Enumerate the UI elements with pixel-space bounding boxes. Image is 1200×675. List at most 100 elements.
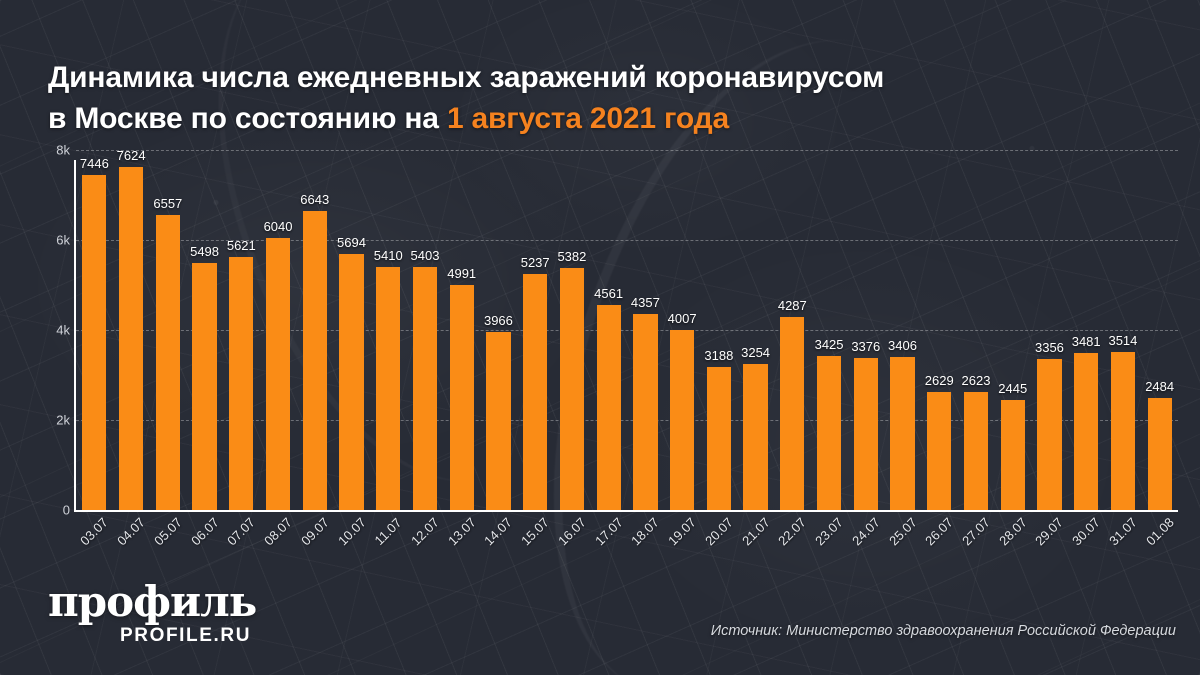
bar[interactable]: 6040 bbox=[264, 219, 292, 510]
bar[interactable]: 3254 bbox=[741, 345, 770, 510]
logo-wordmark: профиль bbox=[48, 577, 257, 626]
bar-slot: 4561 bbox=[590, 150, 627, 510]
bar[interactable]: 2623 bbox=[962, 373, 990, 510]
bar[interactable]: 2629 bbox=[925, 373, 954, 510]
x-tick-slot: 31.07 bbox=[1105, 515, 1142, 576]
bar[interactable]: 2445 bbox=[998, 381, 1027, 510]
x-tick-slot: 19.07 bbox=[664, 514, 701, 576]
x-axis-tick-labels: 03.07 04.07 05.07 06.07 07.07 08.07 09.07 10.07… bbox=[76, 514, 1178, 576]
bar-value-label: 4287 bbox=[777, 298, 807, 314]
bar[interactable]: 3406 bbox=[888, 338, 917, 510]
bar-value-label: 2484 bbox=[1145, 379, 1175, 395]
bar-slot: 3188 bbox=[700, 150, 737, 510]
bar-slot: 5621 bbox=[223, 150, 260, 510]
bar[interactable]: 3514 bbox=[1108, 333, 1137, 510]
x-axis-tick: 03.07 bbox=[77, 514, 112, 549]
bar-slot: 3406 bbox=[884, 150, 921, 510]
bar-slot: 7624 bbox=[113, 148, 150, 510]
title-line-2-prefix: в Москве по состоянию на bbox=[48, 101, 447, 135]
bar-value-label: 7446 bbox=[79, 155, 109, 171]
bar-value-label: 2623 bbox=[961, 372, 991, 388]
bar-value-label: 3481 bbox=[1071, 334, 1101, 350]
x-axis-tick: 13.07 bbox=[444, 514, 479, 549]
x-tick-slot: 05.07 bbox=[149, 514, 186, 576]
bar[interactable]: 4991 bbox=[447, 266, 476, 510]
bar[interactable]: 3481 bbox=[1072, 334, 1101, 510]
bar[interactable]: 5403 bbox=[411, 248, 439, 510]
bar-slot: 5382 bbox=[554, 150, 591, 510]
y-axis-tick: 8k bbox=[56, 142, 70, 158]
bar-value-label: 4991 bbox=[447, 266, 477, 282]
bar-slot: 3425 bbox=[811, 150, 848, 510]
x-axis-tick: 21.07 bbox=[738, 514, 773, 549]
y-axis-tick: 0 bbox=[62, 502, 70, 518]
x-tick-slot: 17.07 bbox=[590, 514, 627, 576]
title-date-accent: 1 августа 2021 года bbox=[446, 101, 729, 135]
x-tick-slot: 16.07 bbox=[554, 514, 591, 576]
bar[interactable]: 6557 bbox=[153, 196, 182, 510]
bar-value-label: 5694 bbox=[337, 234, 366, 250]
bar-value-label: 6557 bbox=[153, 195, 183, 211]
x-axis-tick: 19.07 bbox=[665, 514, 699, 549]
bar-slot: 6040 bbox=[260, 150, 297, 510]
x-tick-slot: 20.07 bbox=[700, 515, 737, 576]
bar[interactable]: 2484 bbox=[1145, 379, 1174, 510]
x-axis-tick: 27.07 bbox=[959, 514, 993, 549]
bar[interactable]: 4007 bbox=[668, 311, 697, 510]
bar[interactable]: 6643 bbox=[300, 192, 329, 510]
bar[interactable]: 4561 bbox=[594, 286, 623, 510]
bar-value-label: 3356 bbox=[1034, 339, 1064, 355]
x-tick-slot: 22.07 bbox=[774, 515, 811, 576]
bar[interactable]: 3356 bbox=[1035, 340, 1064, 510]
bar[interactable]: 5410 bbox=[374, 248, 403, 510]
y-axis-tick: 2k bbox=[56, 412, 70, 428]
bar[interactable]: 5694 bbox=[337, 235, 366, 510]
bar-value-label: 3376 bbox=[851, 339, 881, 355]
x-axis-tick: 16.07 bbox=[555, 514, 589, 549]
x-axis-tick: 01.08 bbox=[1142, 514, 1177, 549]
x-tick-slot: 12.07 bbox=[407, 515, 444, 576]
bar-value-label: 3514 bbox=[1108, 332, 1138, 348]
y-axis-tick: 6k bbox=[56, 232, 70, 248]
bar[interactable]: 3188 bbox=[704, 348, 733, 510]
y-axis-tick: 4k bbox=[56, 322, 70, 338]
bar[interactable]: 5237 bbox=[521, 255, 550, 510]
x-tick-slot: 24.07 bbox=[847, 515, 884, 576]
bar[interactable]: 3966 bbox=[484, 313, 513, 510]
bar-slot: 3376 bbox=[847, 150, 884, 510]
bar-slot: 4287 bbox=[774, 150, 811, 510]
x-axis-tick: 05.07 bbox=[151, 514, 185, 549]
x-axis-tick: 29.07 bbox=[1032, 514, 1067, 549]
x-tick-slot: 21.07 bbox=[737, 514, 774, 576]
bar-value-label: 2445 bbox=[998, 380, 1028, 396]
bar[interactable]: 5498 bbox=[190, 244, 219, 510]
x-axis-tick: 08.07 bbox=[261, 514, 295, 549]
bar-slot: 4007 bbox=[664, 150, 701, 510]
x-tick-slot: 29.07 bbox=[1031, 514, 1068, 576]
bar-slot: 3254 bbox=[737, 150, 774, 510]
bar[interactable]: 5621 bbox=[227, 238, 256, 510]
bar[interactable]: 4357 bbox=[631, 295, 660, 510]
x-tick-slot: 03.07 bbox=[76, 514, 113, 576]
bar[interactable]: 4287 bbox=[778, 298, 807, 510]
bar[interactable]: 3425 bbox=[815, 337, 844, 510]
bar-value-label: 5382 bbox=[557, 248, 587, 264]
x-tick-slot: 15.07 bbox=[517, 515, 554, 576]
bar-slot: 4357 bbox=[627, 150, 664, 510]
x-axis-tick: 11.07 bbox=[371, 515, 405, 548]
bar-value-label: 4561 bbox=[594, 285, 624, 301]
bar-slot: 3481 bbox=[1068, 150, 1105, 510]
bar[interactable]: 7624 bbox=[117, 148, 146, 510]
bar-value-label: 3254 bbox=[741, 344, 771, 360]
bar-value-label: 5410 bbox=[373, 247, 403, 263]
bar[interactable]: 7446 bbox=[80, 156, 109, 510]
x-axis-tick: 28.07 bbox=[995, 514, 1030, 549]
bar[interactable]: 5382 bbox=[557, 249, 586, 510]
x-tick-slot: 25.07 bbox=[884, 515, 921, 576]
x-axis-tick: 17.07 bbox=[591, 514, 626, 549]
bar-slot: 2445 bbox=[994, 150, 1031, 510]
grid-line bbox=[76, 150, 1178, 151]
x-tick-slot: 07.07 bbox=[223, 515, 260, 576]
x-tick-slot: 14.07 bbox=[480, 515, 517, 576]
bar[interactable]: 3376 bbox=[851, 339, 880, 510]
